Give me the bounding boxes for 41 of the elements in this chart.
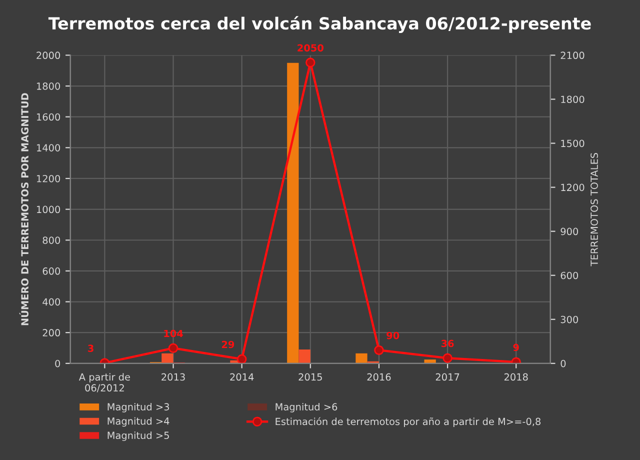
- x-tick-label: 2018: [504, 373, 528, 381]
- legend-label: Magnitud >5: [108, 432, 169, 441]
- y2-tick-label: 600: [560, 272, 578, 280]
- y2-tick-label: 1500: [561, 140, 584, 148]
- y-tick-label: 1400: [37, 144, 60, 152]
- y-tick-label: 600: [42, 267, 60, 275]
- data-label: 104: [164, 330, 183, 338]
- data-label: 29: [222, 340, 234, 348]
- y-tick-label: 2000: [36, 52, 60, 60]
- y-tick-label: 200: [42, 329, 60, 336]
- x-tick-label: 2017: [436, 373, 460, 381]
- y2-tick-label: 1200: [561, 184, 584, 192]
- x-tick-label: 2014: [230, 373, 254, 381]
- data-label: 9: [513, 344, 519, 352]
- legend-label: Magnitud >3: [108, 402, 170, 412]
- y2-tick-label: 0: [560, 360, 566, 368]
- y-tick-label: 400: [42, 298, 60, 306]
- y-tick-label: 800: [42, 236, 60, 244]
- y-axis-title: NÚMERO DE TERREMOTOS POR MAGNITUD: [19, 93, 28, 326]
- legend-label: Magnitud >6: [276, 402, 338, 412]
- y2-tick-label: 1800: [561, 96, 584, 104]
- data-label: 36: [441, 340, 454, 348]
- y2-tick-label: 2100: [560, 52, 584, 60]
- data-label: 90: [386, 332, 400, 340]
- y2-tick-label: 300: [560, 316, 578, 324]
- y2-tick-label: 900: [560, 228, 578, 236]
- y-tick-label: 1800: [37, 82, 60, 90]
- chart-title: Terremotos cerca del volcán Sabancaya 06/2012-presente: [48, 16, 591, 34]
- legend-label: Magnitud >4: [108, 417, 170, 427]
- x-tick-label: 2016: [367, 373, 391, 381]
- y-tick-label: 1000: [37, 206, 60, 214]
- y2-axis-title: TERREMOTOS TOTALES: [590, 152, 598, 266]
- y-tick-label: 1600: [37, 113, 60, 121]
- data-label: 3: [88, 344, 94, 352]
- y-tick-label: 1200: [37, 174, 60, 182]
- x-tick-label: A partir de 06/2012: [78, 373, 130, 392]
- data-label: 2050: [298, 44, 324, 52]
- legend-label: Estimación de terremotos por año a partir de M>=-0,8: [276, 417, 541, 428]
- y-tick-label: 0: [55, 360, 60, 368]
- x-tick-label: 2015: [298, 373, 322, 381]
- x-tick-label: 2013: [162, 373, 185, 381]
